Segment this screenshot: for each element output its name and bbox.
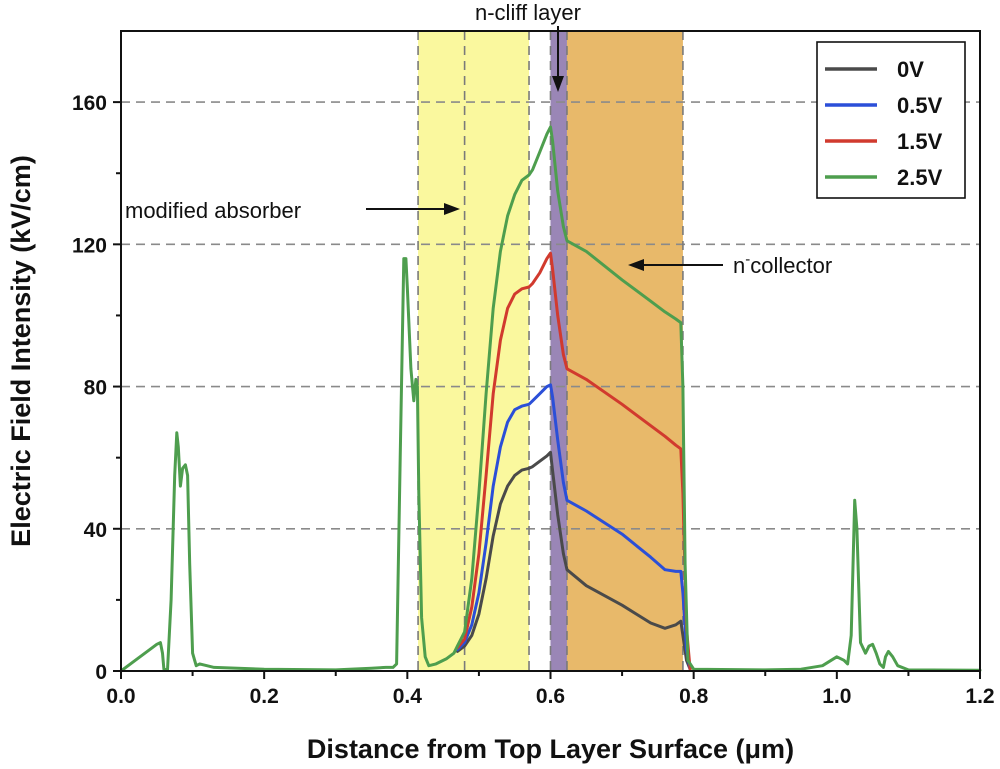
arrowhead-n-collector xyxy=(628,259,644,271)
legend: 0V 0.5V 1.5V 2.5V xyxy=(816,41,966,199)
annotation-modified-absorber: modified absorber xyxy=(125,198,301,223)
y-tick-label: 80 xyxy=(84,377,107,400)
annotations: modified absorber n-cliff layer n-collec… xyxy=(125,0,832,278)
series-lines xyxy=(119,125,982,673)
region-n-cliff-layer xyxy=(550,31,567,671)
legend-label: 2.5V xyxy=(897,165,943,190)
series-line-0-5V xyxy=(455,383,692,671)
region-n-collector xyxy=(566,31,683,671)
series-line-2-5V xyxy=(119,125,982,673)
y-axis-title: Electric Field Intensity (kV/cm) xyxy=(6,155,36,547)
annotation-collector-n: n xyxy=(733,253,745,278)
annotation-n-collector: n-collector xyxy=(733,251,832,278)
x-tick-label: 0.2 xyxy=(250,685,279,708)
y-tick-label: 120 xyxy=(72,234,107,257)
arrowhead-modified-absorber xyxy=(444,203,460,215)
series-line-0V xyxy=(455,450,692,671)
arrowhead-n-cliff-layer xyxy=(552,76,564,92)
legend-label: 0.5V xyxy=(897,93,943,118)
y-tick-label: 160 xyxy=(72,92,107,115)
y-tick-label: 40 xyxy=(84,519,107,542)
x-axis-title: Distance from Top Layer Surface (μm) xyxy=(307,734,794,764)
legend-label: 0V xyxy=(897,57,924,82)
x-tick-label: 0.8 xyxy=(679,685,709,708)
series-line-1-5V xyxy=(455,251,692,671)
axes: 0.0 0.2 0.4 0.6 0.8 1.0 1.2 0 40 80 120 160 xyxy=(72,30,995,708)
x-tick-label: 1.2 xyxy=(965,685,994,708)
x-tick-label: 0.4 xyxy=(393,685,423,708)
legend-label: 1.5V xyxy=(897,129,943,154)
region-shading xyxy=(418,31,683,671)
x-tick-label: 0.0 xyxy=(106,685,135,708)
annotation-n-cliff-layer: n-cliff layer xyxy=(475,0,581,25)
annotation-collector-superscript: - xyxy=(745,251,750,268)
legend-box xyxy=(816,41,966,199)
y-tick-label: 0 xyxy=(95,661,107,684)
x-tick-label: 0.6 xyxy=(536,685,565,708)
x-tick-label: 1.0 xyxy=(822,685,851,708)
annotation-collector-text: collector xyxy=(750,253,832,278)
